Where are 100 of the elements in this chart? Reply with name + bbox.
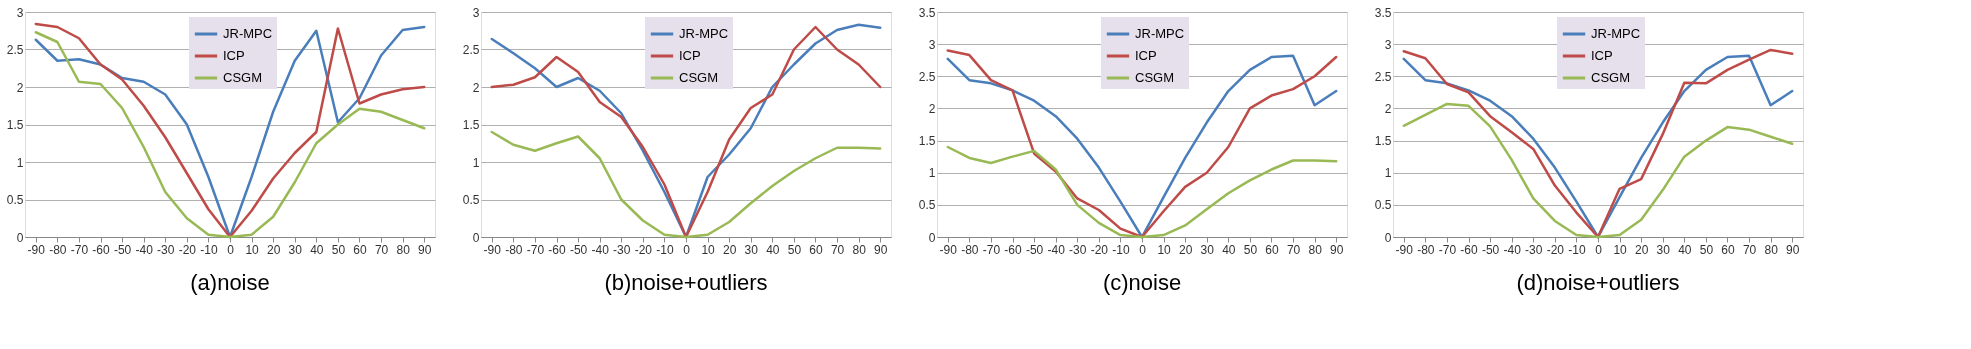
y-tick-label: 2 [472,80,480,95]
x-tick-label: 90 [1786,242,1800,257]
x-tick-label: 30 [744,242,759,257]
x-tick-label: -10 [1568,242,1586,257]
y-tick-label: 3.5 [1374,5,1392,20]
legend-label: CSGM [1591,70,1630,85]
x-tick-label: 20 [1178,242,1193,257]
y-tick-label: 2 [928,101,936,116]
y-tick-label: 0 [16,230,24,245]
x-tick-label: 80 [852,242,867,257]
x-tick-label: -30 [157,242,175,257]
y-tick-label: 1.5 [6,118,24,132]
x-tick-label: 0 [1595,242,1603,257]
y-tick-label: 1 [1384,166,1392,181]
legend-label: ICP [679,48,701,63]
x-tick-label: -70 [982,242,1001,257]
x-tick-label: -60 [548,242,567,257]
x-tick-label: -20 [178,242,197,257]
x-tick-label: 30 [1200,242,1215,257]
x-tick-label: 40 [310,242,324,257]
x-tick-label: -40 [591,242,610,257]
text: (d)noise+outliers [1516,270,1680,295]
legend-label: CSGM [679,70,718,85]
y-tick-label: 3 [1384,37,1392,52]
x-tick-label: 0 [683,242,691,257]
legend-label: JR-MPC [1591,26,1641,41]
x-tick-label: 40 [766,242,780,257]
x-tick-label: 70 [1286,242,1301,257]
y-tick-label: 1.5 [918,134,936,149]
y-tick-label: 2.5 [918,69,936,84]
x-tick-label: 50 [1243,242,1258,257]
x-tick-label: 40 [1678,242,1692,257]
x-tick-label: 50 [787,242,802,257]
x-tick-label: 60 [1265,242,1279,257]
x-tick-label: 50 [1699,242,1714,257]
text: (a)noise [190,270,270,295]
y-tick-label: 1 [928,166,936,181]
x-tick-label: 70 [1742,242,1757,257]
x-tick-label: 60 [1721,242,1735,257]
y-tick-label: 1 [472,155,480,170]
legend-label: ICP [1591,48,1613,63]
y-tick-label: 0 [928,230,936,245]
x-tick-label: -50 [113,242,132,257]
y-tick-label: 0.5 [918,198,936,213]
x-tick-label: 20 [1634,242,1649,257]
legend-label: JR-MPC [1135,26,1185,41]
x-tick-label: -20 [634,242,653,257]
legend-label: CSGM [223,70,262,85]
x-tick-label: 80 [1764,242,1779,257]
x-tick-label: -90 [1395,242,1414,257]
x-tick-label: 60 [353,242,367,257]
x-tick-label: -90 [483,242,502,257]
x-tick-label: -60 [92,242,111,257]
x-tick-label: 0 [227,242,235,257]
x-tick-label: -70 [526,242,545,257]
legend-label: ICP [223,48,245,63]
x-tick-label: -40 [135,242,154,257]
x-tick-label: 50 [331,242,346,257]
x-tick-label: -80 [49,242,67,257]
y-tick-label: 0.5 [6,193,24,207]
x-tick-label: -70 [1438,242,1457,257]
y-tick-label: 2.5 [1374,69,1392,84]
x-tick-label: -60 [1004,242,1023,257]
x-tick-label: 90 [874,242,888,257]
x-tick-label: -90 [939,242,958,257]
x-tick-label: -70 [70,242,89,257]
x-tick-label: 40 [1222,242,1236,257]
y-tick-label: 3 [16,5,24,20]
y-tick-label: 1.5 [1374,134,1392,149]
x-tick-label: 0 [1139,242,1147,257]
x-tick-label: 10 [1157,242,1172,257]
x-tick-label: 20 [266,242,281,257]
x-tick-label: 90 [418,242,432,257]
x-tick-label: -50 [569,242,588,257]
x-tick-label: 30 [1656,242,1671,257]
y-tick-label: 3 [928,37,936,52]
x-tick-label: -80 [961,242,979,257]
y-tick-label: 0.5 [1374,198,1392,213]
x-tick-label: -20 [1546,242,1565,257]
x-tick-label: -90 [27,242,46,257]
y-tick-label: 3.5 [918,5,936,20]
x-tick-label: -40 [1047,242,1066,257]
x-tick-label: -80 [1417,242,1435,257]
x-tick-label: 80 [1308,242,1323,257]
x-tick-label: -30 [613,242,631,257]
y-tick-label: 2 [1384,101,1392,116]
x-tick-label: -40 [1503,242,1522,257]
x-tick-label: -50 [1481,242,1500,257]
x-tick-label: 20 [722,242,737,257]
x-tick-label: 10 [245,242,260,257]
y-tick-label: 0 [1384,230,1392,245]
line-series [1402,102,1794,239]
y-tick-label: 0 [472,230,480,245]
y-tick-label: 2.5 [462,43,480,57]
x-tick-label: 10 [701,242,716,257]
x-tick-label: -10 [1112,242,1130,257]
x-tick-label: 70 [374,242,389,257]
x-tick-label: -30 [1069,242,1087,257]
x-tick-label: -20 [1090,242,1109,257]
x-tick-label: -50 [1025,242,1044,257]
